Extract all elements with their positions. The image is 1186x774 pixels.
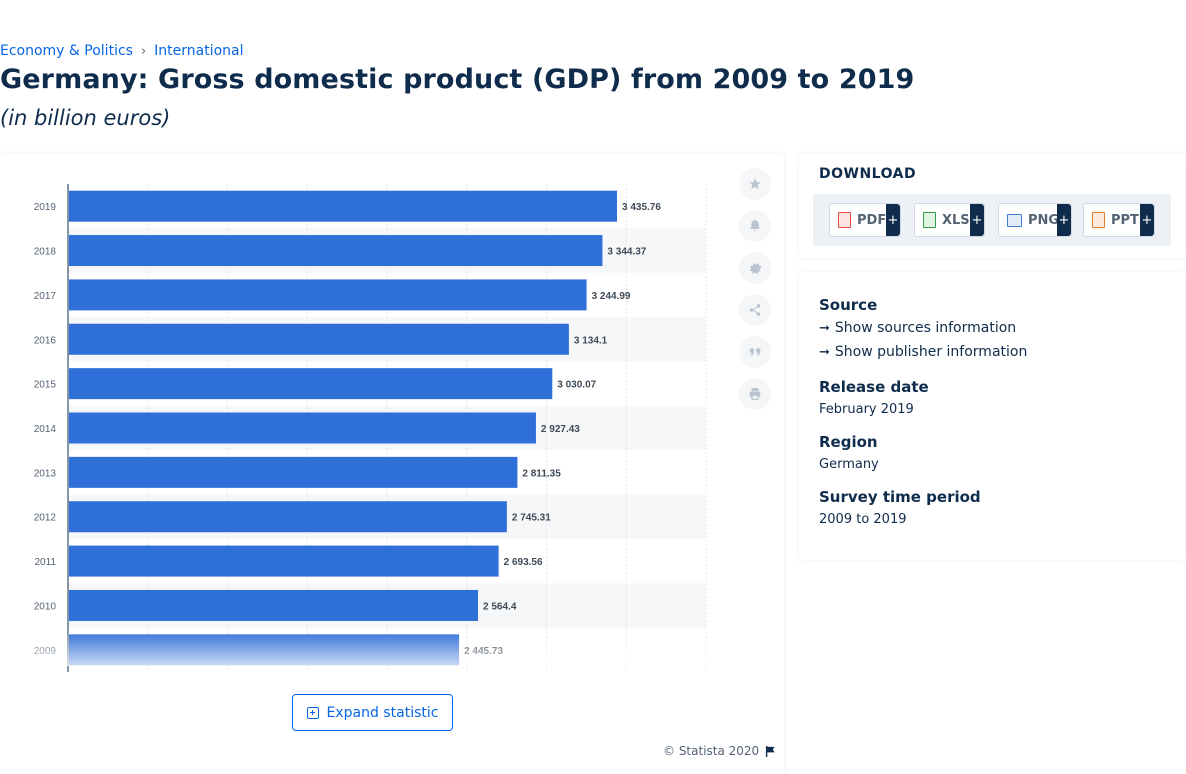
chart-card: 2019 3 435.76 2018 3 344.37 2017 3 244.99 2016…	[0, 154, 784, 774]
show-publisher-link[interactable]: ➞ Show publisher information	[819, 344, 1027, 360]
arrow-right-icon: ➞	[819, 320, 830, 336]
expand-statistic-label: Expand statistic	[326, 704, 439, 721]
page-subtitle: (in billion euros)	[0, 106, 171, 130]
favorite-button[interactable]	[739, 168, 771, 200]
category-label-2017: 2017	[34, 291, 57, 302]
bar-2011	[69, 545, 499, 577]
download-xls-plus[interactable]: +	[970, 204, 984, 236]
download-ppt-button[interactable]: PPT +	[1083, 203, 1155, 237]
download-card: DOWNLOAD PDF + XLS + PNG + PPT +	[799, 154, 1185, 258]
chart-toolbar	[739, 168, 771, 420]
star-icon	[749, 178, 761, 190]
show-publisher-label: Show publisher information	[834, 344, 1028, 360]
bar-2019	[69, 190, 618, 222]
category-label-2018: 2018	[34, 247, 57, 258]
category-label-2014: 2014	[34, 424, 57, 435]
bar-2010	[69, 589, 479, 621]
release-date-label: Release date	[819, 378, 929, 396]
download-ppt-plus[interactable]: +	[1140, 204, 1154, 236]
info-card: Source ➞ Show sources information ➞ Show…	[799, 272, 1185, 560]
data-label-2018: 3 344.37	[607, 247, 646, 258]
region-value: Germany	[819, 457, 879, 472]
data-label-2014: 2 927.43	[541, 424, 580, 435]
breadcrumb-separator: ›	[140, 43, 147, 59]
bar-2017	[69, 279, 587, 311]
bar-2013	[69, 456, 518, 488]
show-sources-label: Show sources information	[834, 320, 1017, 336]
download-xls-label: XLS	[942, 212, 970, 228]
bar-chart: 2019 3 435.76 2018 3 344.37 2017 3 244.99 2016…	[0, 184, 730, 672]
category-label-2019: 2019	[34, 202, 57, 213]
settings-button[interactable]	[739, 252, 771, 284]
data-label-2016: 3 134.1	[574, 335, 608, 346]
breadcrumb: Economy & Politics › International	[0, 43, 244, 59]
download-pdf-plus[interactable]: +	[886, 204, 900, 236]
bar-2014	[69, 412, 536, 444]
notification-button[interactable]	[739, 210, 771, 242]
bar-2016	[69, 323, 569, 355]
show-sources-link[interactable]: ➞ Show sources information	[819, 320, 1016, 336]
data-label-2017: 3 244.99	[592, 291, 631, 302]
category-label-2016: 2016	[34, 335, 57, 346]
arrow-right-icon: ➞	[819, 344, 830, 360]
pdf-file-icon	[838, 212, 851, 228]
page-title: Germany: Gross domestic product (GDP) fr…	[0, 64, 915, 95]
download-png-button[interactable]: PNG +	[998, 203, 1072, 237]
category-label-2013: 2013	[34, 468, 57, 479]
png-file-icon	[1007, 213, 1022, 227]
data-label-2013: 2 811.35	[522, 468, 561, 479]
bar-2012	[69, 501, 507, 533]
download-xls-button[interactable]: XLS +	[914, 203, 985, 237]
download-png-label: PNG	[1028, 212, 1060, 228]
breadcrumb-economy-politics[interactable]: Economy & Politics	[0, 43, 133, 59]
plus-square-icon	[306, 706, 319, 719]
data-label-2012: 2 745.31	[512, 513, 551, 524]
chart-fade-overlay	[0, 630, 730, 666]
xls-file-icon	[923, 212, 936, 228]
download-pdf-button[interactable]: PDF +	[829, 203, 901, 237]
download-title: DOWNLOAD	[819, 166, 917, 182]
cite-button[interactable]	[739, 336, 771, 368]
survey-period-label: Survey time period	[819, 488, 981, 506]
quote-icon	[749, 348, 761, 356]
bar-2018	[69, 235, 603, 267]
download-buttons: PDF + XLS + PNG + PPT +	[813, 194, 1171, 246]
source-label: Source	[819, 296, 878, 314]
data-label-2011: 2 693.56	[504, 557, 543, 568]
expand-statistic-button[interactable]: Expand statistic	[292, 694, 453, 731]
share-button[interactable]	[739, 294, 771, 326]
release-date-value: February 2019	[819, 402, 914, 417]
download-pdf-label: PDF	[857, 212, 887, 228]
category-label-2015: 2015	[34, 380, 57, 391]
flag-icon[interactable]	[765, 745, 776, 757]
print-icon	[749, 388, 761, 400]
download-png-plus[interactable]: +	[1057, 204, 1071, 236]
data-label-2010: 2 564.4	[483, 601, 517, 612]
region-label: Region	[819, 433, 878, 451]
category-label-2011: 2011	[34, 557, 56, 568]
copyright: © Statista 2020	[663, 744, 776, 758]
data-label-2015: 3 030.07	[557, 380, 596, 391]
bell-icon	[750, 220, 760, 232]
category-label-2012: 2012	[34, 513, 57, 524]
survey-period-value: 2009 to 2019	[819, 512, 907, 527]
category-label-2010: 2010	[34, 601, 57, 612]
print-button[interactable]	[739, 378, 771, 410]
data-label-2019: 3 435.76	[622, 202, 661, 213]
gear-icon	[750, 263, 762, 274]
bar-2015	[69, 368, 553, 400]
ppt-file-icon	[1092, 212, 1105, 228]
share-icon	[749, 304, 761, 316]
breadcrumb-international[interactable]: International	[154, 43, 244, 59]
download-ppt-label: PPT	[1111, 212, 1139, 228]
copyright-text[interactable]: © Statista 2020	[663, 744, 760, 758]
